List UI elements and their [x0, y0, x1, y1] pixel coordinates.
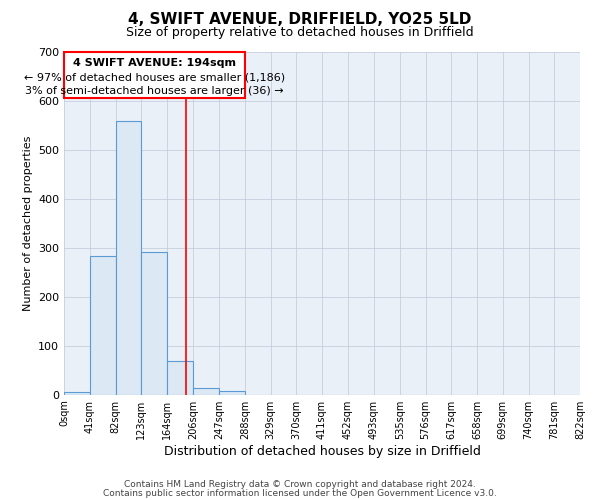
Bar — [167, 362, 193, 394]
Bar — [193, 388, 219, 394]
Text: 3% of semi-detached houses are larger (36) →: 3% of semi-detached houses are larger (3… — [25, 86, 284, 96]
Text: 4, SWIFT AVENUE, DRIFFIELD, YO25 5LD: 4, SWIFT AVENUE, DRIFFIELD, YO25 5LD — [128, 12, 472, 28]
Y-axis label: Number of detached properties: Number of detached properties — [23, 136, 32, 311]
Text: Contains public sector information licensed under the Open Government Licence v3: Contains public sector information licen… — [103, 488, 497, 498]
Bar — [90, 256, 116, 394]
X-axis label: Distribution of detached houses by size in Driffield: Distribution of detached houses by size … — [164, 444, 481, 458]
Text: Size of property relative to detached houses in Driffield: Size of property relative to detached ho… — [126, 26, 474, 39]
Bar — [64, 392, 90, 394]
Text: 4 SWIFT AVENUE: 194sqm: 4 SWIFT AVENUE: 194sqm — [73, 58, 236, 68]
Bar — [116, 121, 141, 394]
Text: Contains HM Land Registry data © Crown copyright and database right 2024.: Contains HM Land Registry data © Crown c… — [124, 480, 476, 489]
Bar — [141, 252, 167, 394]
Text: ← 97% of detached houses are smaller (1,186): ← 97% of detached houses are smaller (1,… — [24, 72, 285, 82]
FancyBboxPatch shape — [64, 52, 245, 98]
Bar — [219, 391, 245, 394]
